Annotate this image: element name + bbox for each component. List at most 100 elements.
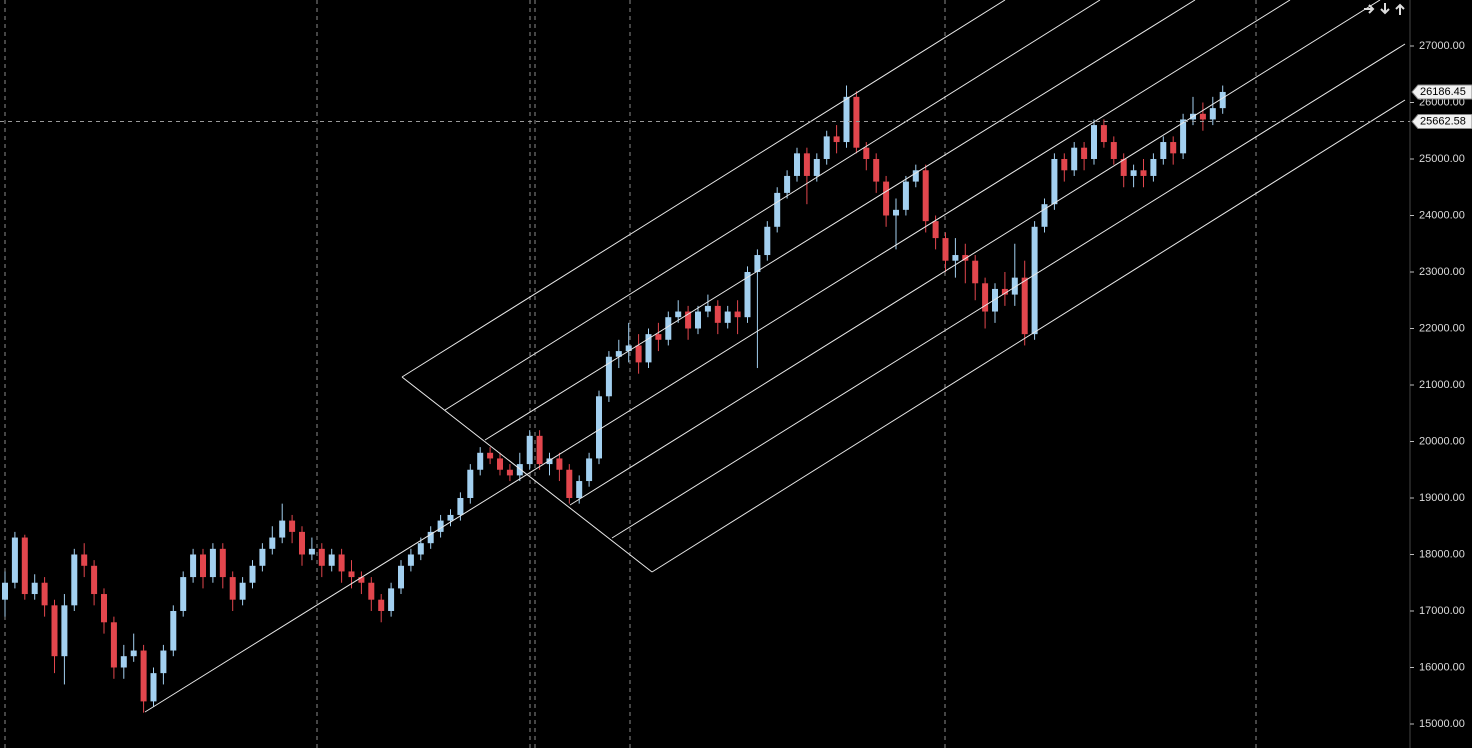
candle-body [2, 582, 8, 600]
candle-body [1199, 113, 1206, 120]
candle-body [368, 582, 375, 600]
candle-body [101, 594, 107, 623]
candle-body [140, 650, 147, 702]
candle-body [1140, 170, 1147, 176]
candle-body [1091, 125, 1097, 159]
last-price-label: 26186.45 [1420, 86, 1466, 98]
candle-body [734, 311, 741, 318]
candle-body [526, 435, 533, 465]
candle-body [635, 345, 642, 363]
candle-body [81, 554, 88, 566]
candle-body [922, 170, 929, 222]
candle-body [358, 577, 365, 583]
fork-line [401, 0, 1006, 378]
candle-body [190, 554, 197, 578]
scroll-right-icon[interactable] [1364, 4, 1375, 14]
fork-line [444, 0, 1101, 411]
candle-body [299, 531, 305, 555]
candle-body [170, 610, 177, 651]
candle-body [1160, 142, 1167, 159]
candle-body [695, 311, 701, 329]
y-tick-label: 22000.00 [1419, 322, 1465, 334]
fork-line [611, 43, 1406, 539]
candle-body [675, 311, 682, 318]
candle-body [427, 531, 434, 544]
candle-body [11, 537, 18, 583]
candle-body [536, 435, 543, 465]
candle-body [803, 153, 810, 176]
candle-body [714, 305, 721, 323]
candle-body [724, 311, 731, 323]
candle-body [467, 469, 474, 498]
candle-body [615, 351, 622, 357]
candle-body [823, 136, 830, 159]
candle-body [506, 469, 513, 476]
candle-body [1120, 158, 1127, 176]
candle-body [130, 650, 137, 657]
scroll-up-icon[interactable] [1395, 3, 1405, 15]
candle-body [417, 543, 424, 555]
candle-body [398, 565, 404, 589]
candle-body [289, 520, 296, 532]
candle-body [21, 537, 28, 595]
candle-body [794, 153, 800, 176]
y-tick-label: 16000.00 [1419, 661, 1465, 673]
candle-body [269, 537, 276, 549]
candle-body [328, 554, 335, 566]
candle-body [160, 650, 167, 674]
candle-body [497, 458, 503, 470]
candle-body [576, 481, 583, 498]
candle-body [1081, 147, 1088, 159]
y-tick-label: 21000.00 [1419, 379, 1465, 391]
y-tick-label: 17000.00 [1419, 605, 1465, 617]
candle-body [437, 520, 444, 532]
candle-body [704, 305, 711, 312]
scroll-down-icon[interactable] [1380, 3, 1390, 15]
fork-line [569, 0, 1381, 506]
candle-body [378, 599, 385, 611]
candle-body [744, 271, 751, 318]
candle-body [279, 520, 286, 538]
candle-body [1110, 142, 1117, 159]
fork-median [144, 0, 1291, 713]
crosshair-price-label: 25662.58 [1420, 115, 1466, 127]
candle-body [308, 548, 315, 555]
y-tick-label: 24000.00 [1419, 209, 1465, 221]
candle-body [1051, 158, 1058, 205]
candle-body [1170, 142, 1177, 154]
candle-body [952, 255, 959, 261]
candle-body [1011, 277, 1018, 295]
candle-body [388, 588, 395, 611]
candle-body [239, 582, 246, 600]
candle-body [259, 548, 266, 566]
candle-body [249, 565, 256, 583]
y-tick-label: 23000.00 [1419, 266, 1465, 278]
candle-body [318, 548, 325, 566]
candle-body [180, 577, 187, 611]
candle-body [843, 96, 850, 143]
candle-body [516, 464, 523, 476]
candle-body [457, 497, 464, 515]
crosshair-price-box [1411, 114, 1472, 130]
candle-body [61, 605, 68, 657]
nav-icons[interactable] [1364, 3, 1405, 15]
candle-body [407, 554, 414, 566]
y-tick-label: 25000.00 [1419, 153, 1465, 165]
fork-crossbar [401, 376, 653, 573]
candle-body [51, 605, 58, 657]
candle-body [625, 345, 632, 352]
candle-body [487, 452, 494, 459]
candle-body [1180, 119, 1187, 154]
last-price-box [1411, 84, 1472, 100]
candle-body [784, 175, 791, 193]
candle-body [853, 96, 860, 148]
candle-body [992, 288, 998, 312]
candle-body [229, 577, 236, 600]
candle-body [150, 673, 157, 702]
candle-body [764, 226, 771, 256]
y-tick-label: 20000.00 [1419, 435, 1465, 447]
fork-line [651, 99, 1406, 573]
candle-body [546, 458, 553, 465]
